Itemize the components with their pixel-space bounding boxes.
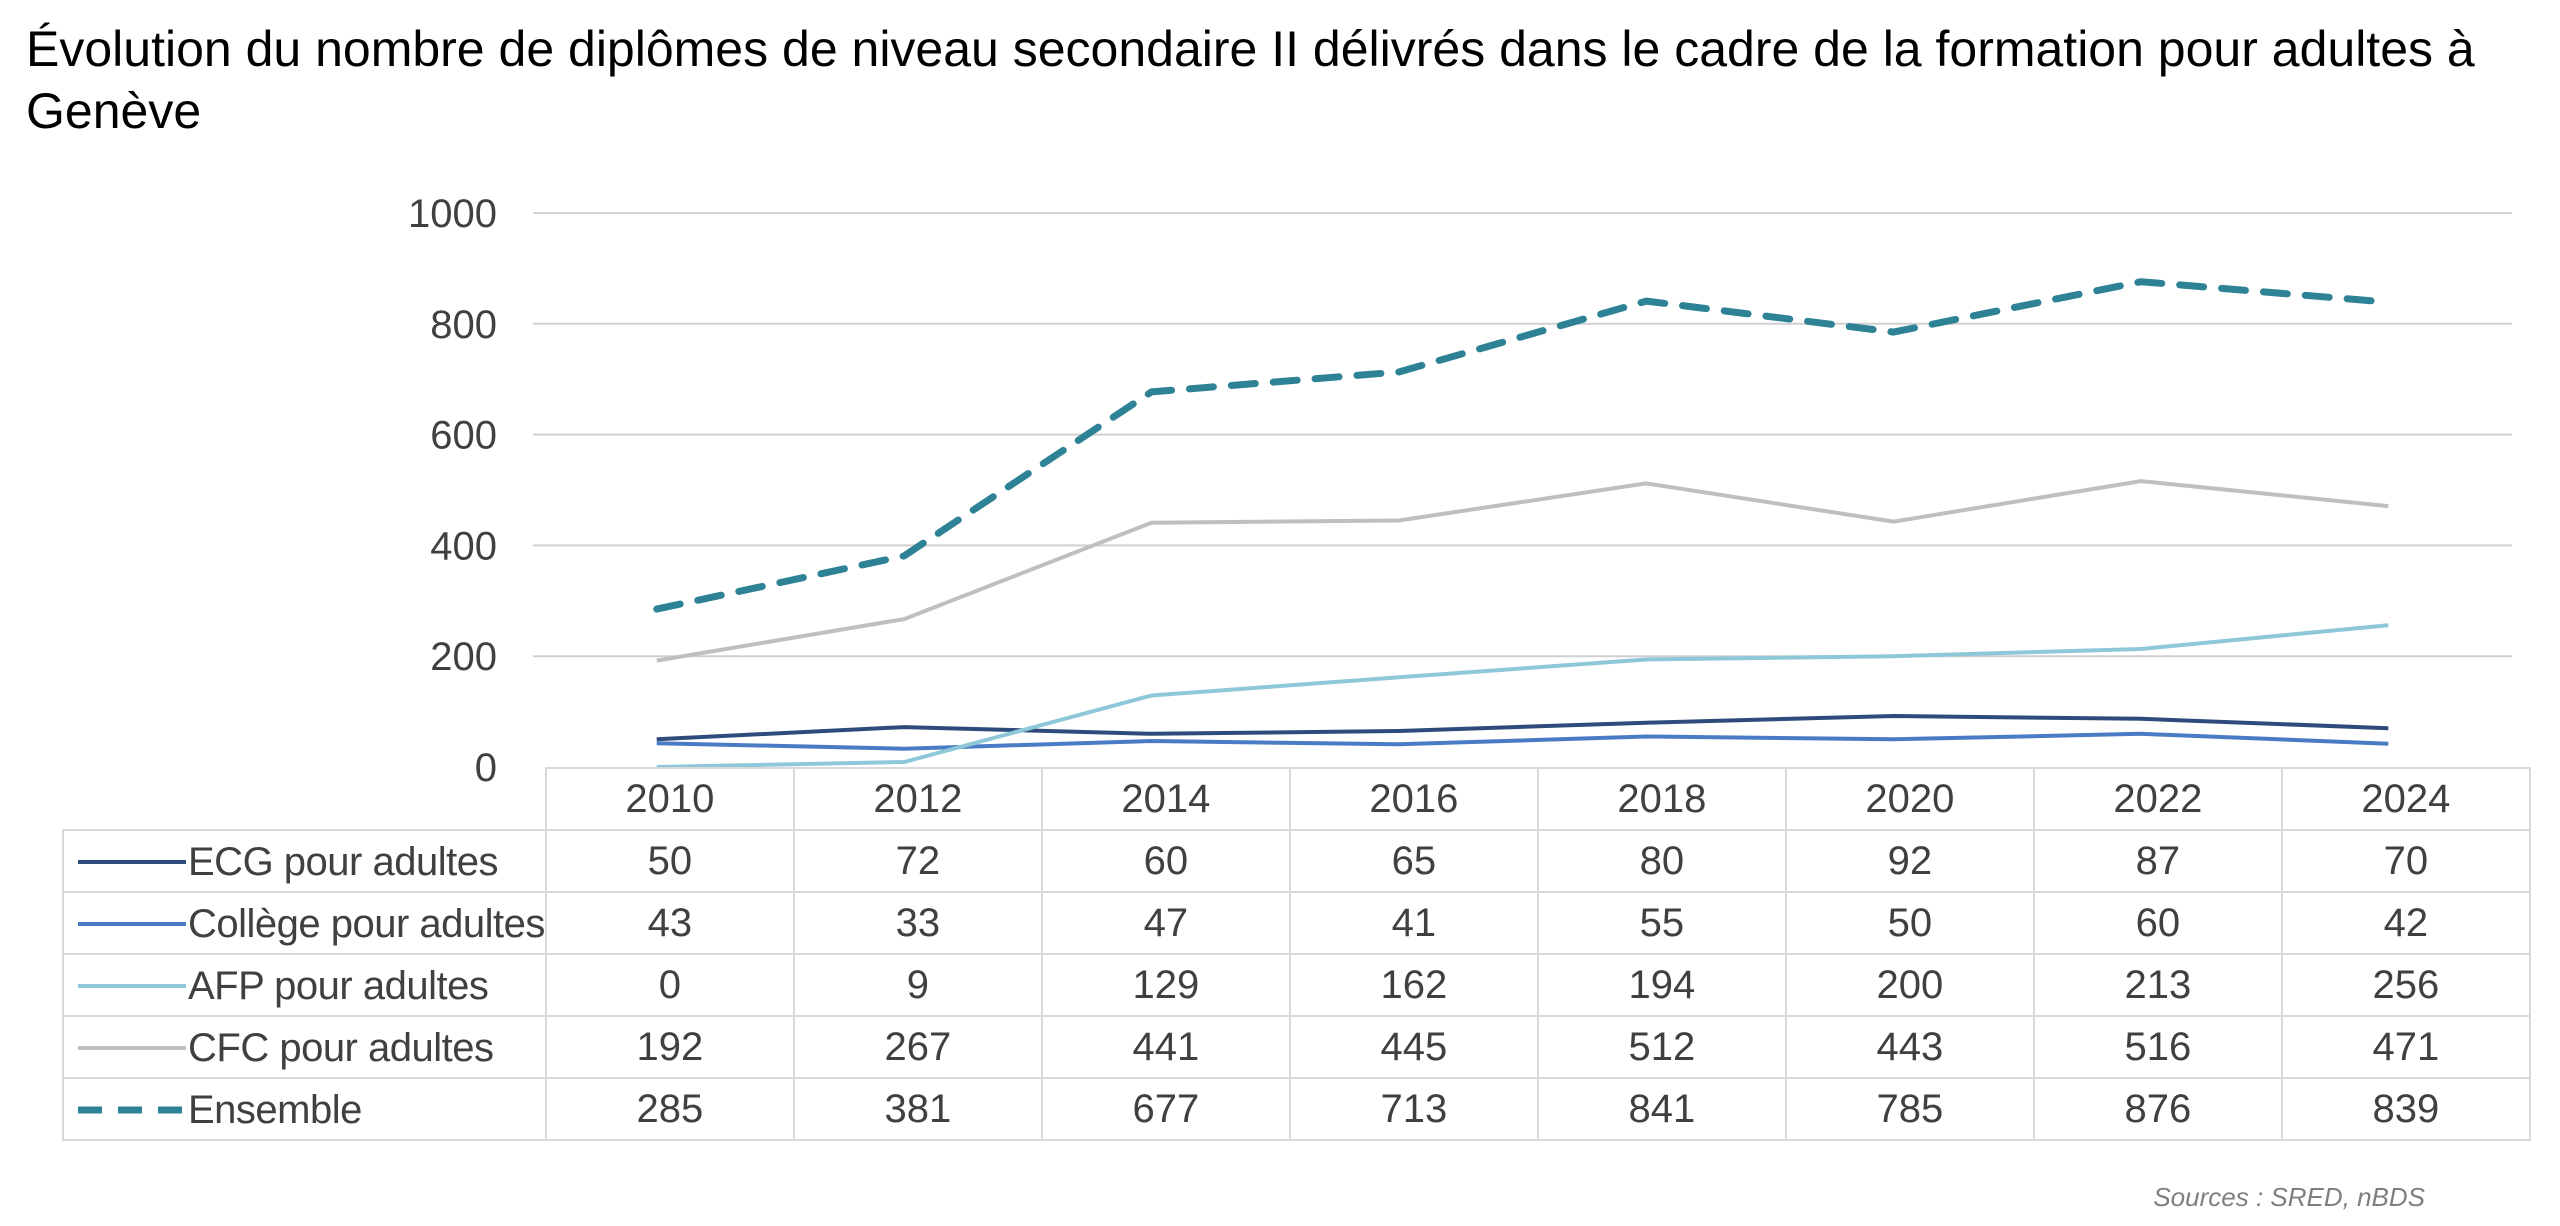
data-label: 0	[544, 953, 795, 1017]
table-row: AFP pour adultes 0 9 129 162 194 200 213 256	[62, 953, 2531, 1017]
table-row: Collège pour adultes 43 33 47 41 55 50 60 42	[62, 891, 2531, 955]
data-label: 43	[544, 891, 795, 955]
series-line-3	[656, 479, 2389, 663]
series-line-1	[656, 731, 2389, 751]
table-row: ECG pour adultes 50 72 60 65 80 92 87 70	[62, 829, 2531, 893]
legend-label: Ensemble	[188, 1087, 362, 1132]
data-label: 839	[2280, 1077, 2531, 1141]
data-label: 443	[1784, 1015, 2035, 1079]
data-label: 72	[792, 829, 1043, 893]
data-label: 267	[792, 1015, 1043, 1079]
data-label: 677	[1040, 1077, 1291, 1141]
x-tick-label: 2014	[1040, 767, 1291, 831]
data-label: 70	[2280, 829, 2531, 893]
legend-entry: Collège pour adultes	[62, 891, 547, 955]
chart-title: Évolution du nombre de diplômes de nivea…	[26, 21, 2475, 139]
x-tick-label: 2012	[792, 767, 1043, 831]
data-label: 192	[544, 1015, 795, 1079]
x-tick-label: 2022	[2032, 767, 2283, 831]
y-tick-label: 1000	[408, 192, 497, 236]
data-label: 60	[2032, 891, 2283, 955]
x-tick-label: 2010	[544, 767, 795, 831]
data-label: 841	[1536, 1077, 1787, 1141]
table-row: CFC pour adultes 192 267 441 445 512 443 516 471	[62, 1015, 2531, 1079]
legend-line-icon	[76, 976, 188, 996]
y-tick-label: 600	[430, 414, 497, 458]
data-label: 9	[792, 953, 1043, 1017]
data-label: 194	[1536, 953, 1787, 1017]
series-line-0	[656, 714, 2389, 742]
data-label: 876	[2032, 1077, 2283, 1141]
x-tick-label: 2024	[2280, 767, 2531, 831]
data-label: 713	[1288, 1077, 1539, 1141]
gridlines	[533, 212, 2512, 658]
x-tick-label: 2018	[1536, 767, 1787, 831]
legend-label: CFC pour adultes	[188, 1025, 494, 1070]
y-tick-label: 200	[430, 635, 497, 679]
series-line-4	[653, 278, 2392, 613]
x-tick-label: 2020	[1784, 767, 2035, 831]
data-label: 516	[2032, 1015, 2283, 1079]
data-label: 50	[1784, 891, 2035, 955]
legend-entry: CFC pour adultes	[62, 1015, 547, 1079]
data-label: 47	[1040, 891, 1291, 955]
legend-entry: Ensemble	[62, 1077, 547, 1141]
data-label: 162	[1288, 953, 1539, 1017]
data-label: 785	[1784, 1077, 2035, 1141]
y-tick-label: 800	[430, 303, 497, 347]
data-label: 60	[1040, 829, 1291, 893]
data-label: 129	[1040, 953, 1291, 1017]
data-label: 55	[1536, 891, 1787, 955]
data-label: 285	[544, 1077, 795, 1141]
data-label: 200	[1784, 953, 2035, 1017]
legend-entry: ECG pour adultes	[62, 829, 547, 893]
data-label: 445	[1288, 1015, 1539, 1079]
series-lines	[653, 278, 2392, 769]
source-note: Sources : SRED, nBDS	[2153, 1182, 2425, 1212]
table-row: Ensemble 285 381 677 713 841 785 876 839	[62, 1077, 2531, 1141]
data-label: 381	[792, 1077, 1043, 1141]
legend-line-icon	[76, 1100, 188, 1120]
data-label: 33	[792, 891, 1043, 955]
legend-line-icon	[76, 914, 188, 934]
data-table-header-row: 2010 2012 2014 2016 2018 2020 2022 2024	[63, 767, 2531, 831]
legend-label: ECG pour adultes	[188, 839, 498, 884]
legend-label: Collège pour adultes	[188, 901, 545, 946]
data-label: 92	[1784, 829, 2035, 893]
series-line-2	[656, 623, 2389, 769]
y-tick-label: 400	[430, 524, 497, 568]
data-label: 42	[2280, 891, 2531, 955]
data-label: 256	[2280, 953, 2531, 1017]
data-label: 80	[1536, 829, 1787, 893]
legend-label: AFP pour adultes	[188, 963, 489, 1008]
data-label: 41	[1288, 891, 1539, 955]
x-tick-label: 2016	[1288, 767, 1539, 831]
legend-entry: AFP pour adultes	[62, 953, 547, 1017]
data-label: 441	[1040, 1015, 1291, 1079]
data-label: 213	[2032, 953, 2283, 1017]
data-table: 2010 2012 2014 2016 2018 2020 2022 2024 ECG pou…	[62, 767, 2531, 1141]
legend-line-icon	[76, 852, 188, 872]
data-label: 87	[2032, 829, 2283, 893]
legend-line-icon	[76, 1038, 188, 1058]
data-table-corner	[63, 768, 547, 831]
data-label: 50	[544, 829, 795, 893]
data-label: 512	[1536, 1015, 1787, 1079]
data-label: 471	[2280, 1015, 2531, 1079]
data-label: 65	[1288, 829, 1539, 893]
